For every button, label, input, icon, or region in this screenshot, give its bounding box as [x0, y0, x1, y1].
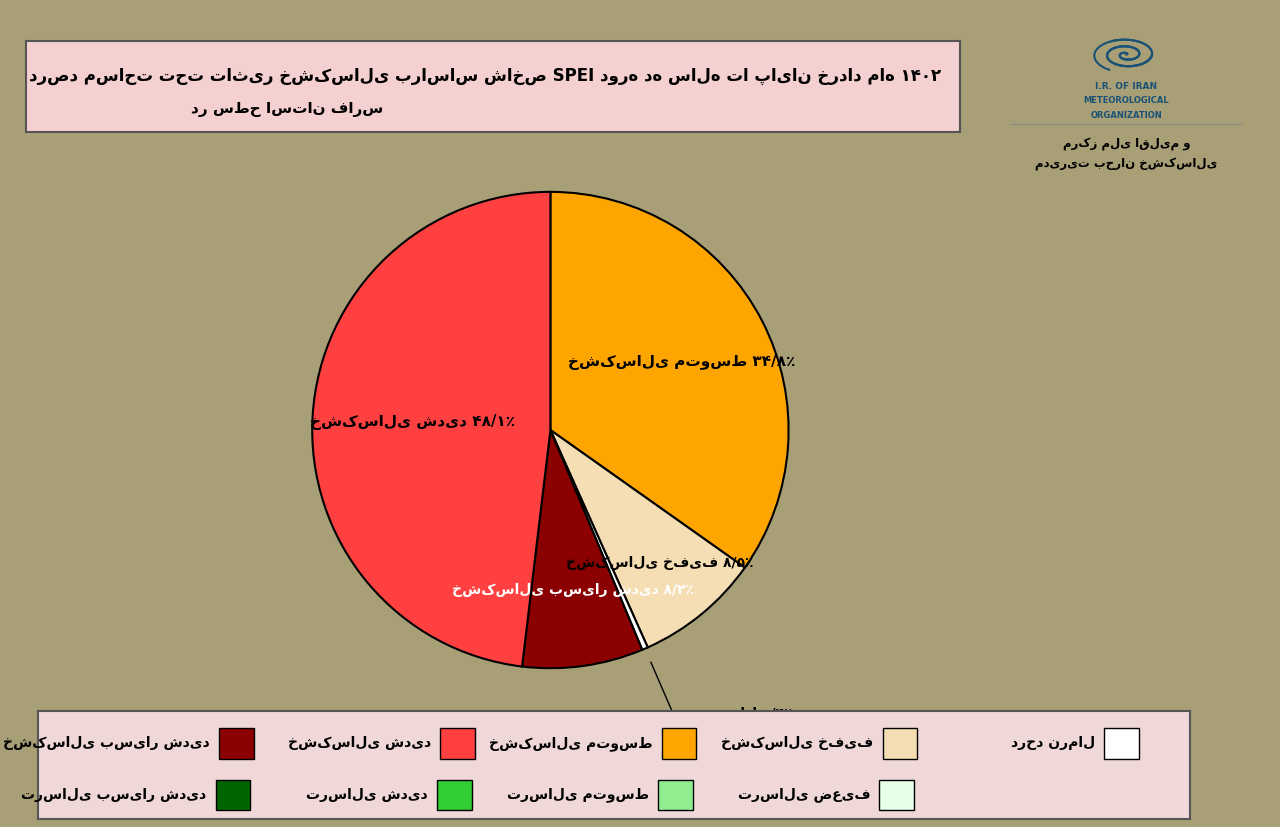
Text: مدیریت بحران خشکسالی: مدیریت بحران خشکسالی: [1036, 157, 1217, 170]
Wedge shape: [312, 192, 550, 667]
Bar: [216, 780, 251, 810]
Text: درصد مساحت تحت تاثیر خشکسالی براساس شاخص SPEI دوره ده ساله تا پایان خرداد ماه ۱۴: درصد مساحت تحت تاثیر خشکسالی براساس شاخص…: [29, 67, 941, 85]
Text: خشکسالی شدید: خشکسالی شدید: [288, 737, 431, 750]
Text: ORGANIZATION: ORGANIZATION: [1091, 112, 1162, 120]
Text: ترسالی ضعیف: ترسالی ضعیف: [737, 787, 870, 802]
Text: ترسالی بسیار شدید: ترسالی بسیار شدید: [22, 788, 206, 802]
Text: I.R. OF IRAN: I.R. OF IRAN: [1096, 82, 1157, 90]
Bar: [658, 780, 692, 810]
Text: خشکسالی متوسط ۳۴/۸٪: خشکسالی متوسط ۳۴/۸٪: [568, 354, 795, 370]
Text: مرکز ملی اقلیم و: مرکز ملی اقلیم و: [1062, 137, 1190, 151]
Text: خشکسالی شدید ۴۸/۱٪: خشکسالی شدید ۴۸/۱٪: [310, 414, 515, 430]
Text: METEOROLOGICAL: METEOROLOGICAL: [1084, 97, 1169, 105]
Text: ترسالی متوسط: ترسالی متوسط: [507, 788, 649, 802]
Bar: [219, 729, 253, 758]
Wedge shape: [550, 430, 648, 650]
Text: خشکسالی بسیار شدید ۸/۲٪: خشکسالی بسیار شدید ۸/۲٪: [452, 584, 694, 597]
Wedge shape: [550, 430, 745, 648]
Text: خشکسالی بسیار شدید: خشکسالی بسیار شدید: [4, 737, 210, 750]
Wedge shape: [550, 192, 788, 567]
Text: خشکسالی خفیف: خشکسالی خفیف: [722, 737, 873, 750]
Bar: [879, 780, 914, 810]
Text: درحد نرمال: درحد نرمال: [1011, 737, 1094, 750]
Text: خشکسالی متوسط: خشکسالی متوسط: [489, 736, 653, 751]
Text: خشکسالی خفیف ۸/۵٪: خشکسالی خفیف ۸/۵٪: [566, 556, 753, 570]
Wedge shape: [522, 430, 643, 668]
Text: ترسالی شدید: ترسالی شدید: [306, 788, 428, 802]
Text: در سطح استان فارس: در سطح استان فارس: [191, 102, 383, 117]
Bar: [662, 729, 696, 758]
Text: درحد نرمال ۰/۴٪: درحد نرمال ۰/۴٪: [673, 707, 792, 721]
Bar: [883, 729, 918, 758]
Bar: [436, 780, 471, 810]
Bar: [1103, 729, 1139, 758]
Bar: [440, 729, 475, 758]
